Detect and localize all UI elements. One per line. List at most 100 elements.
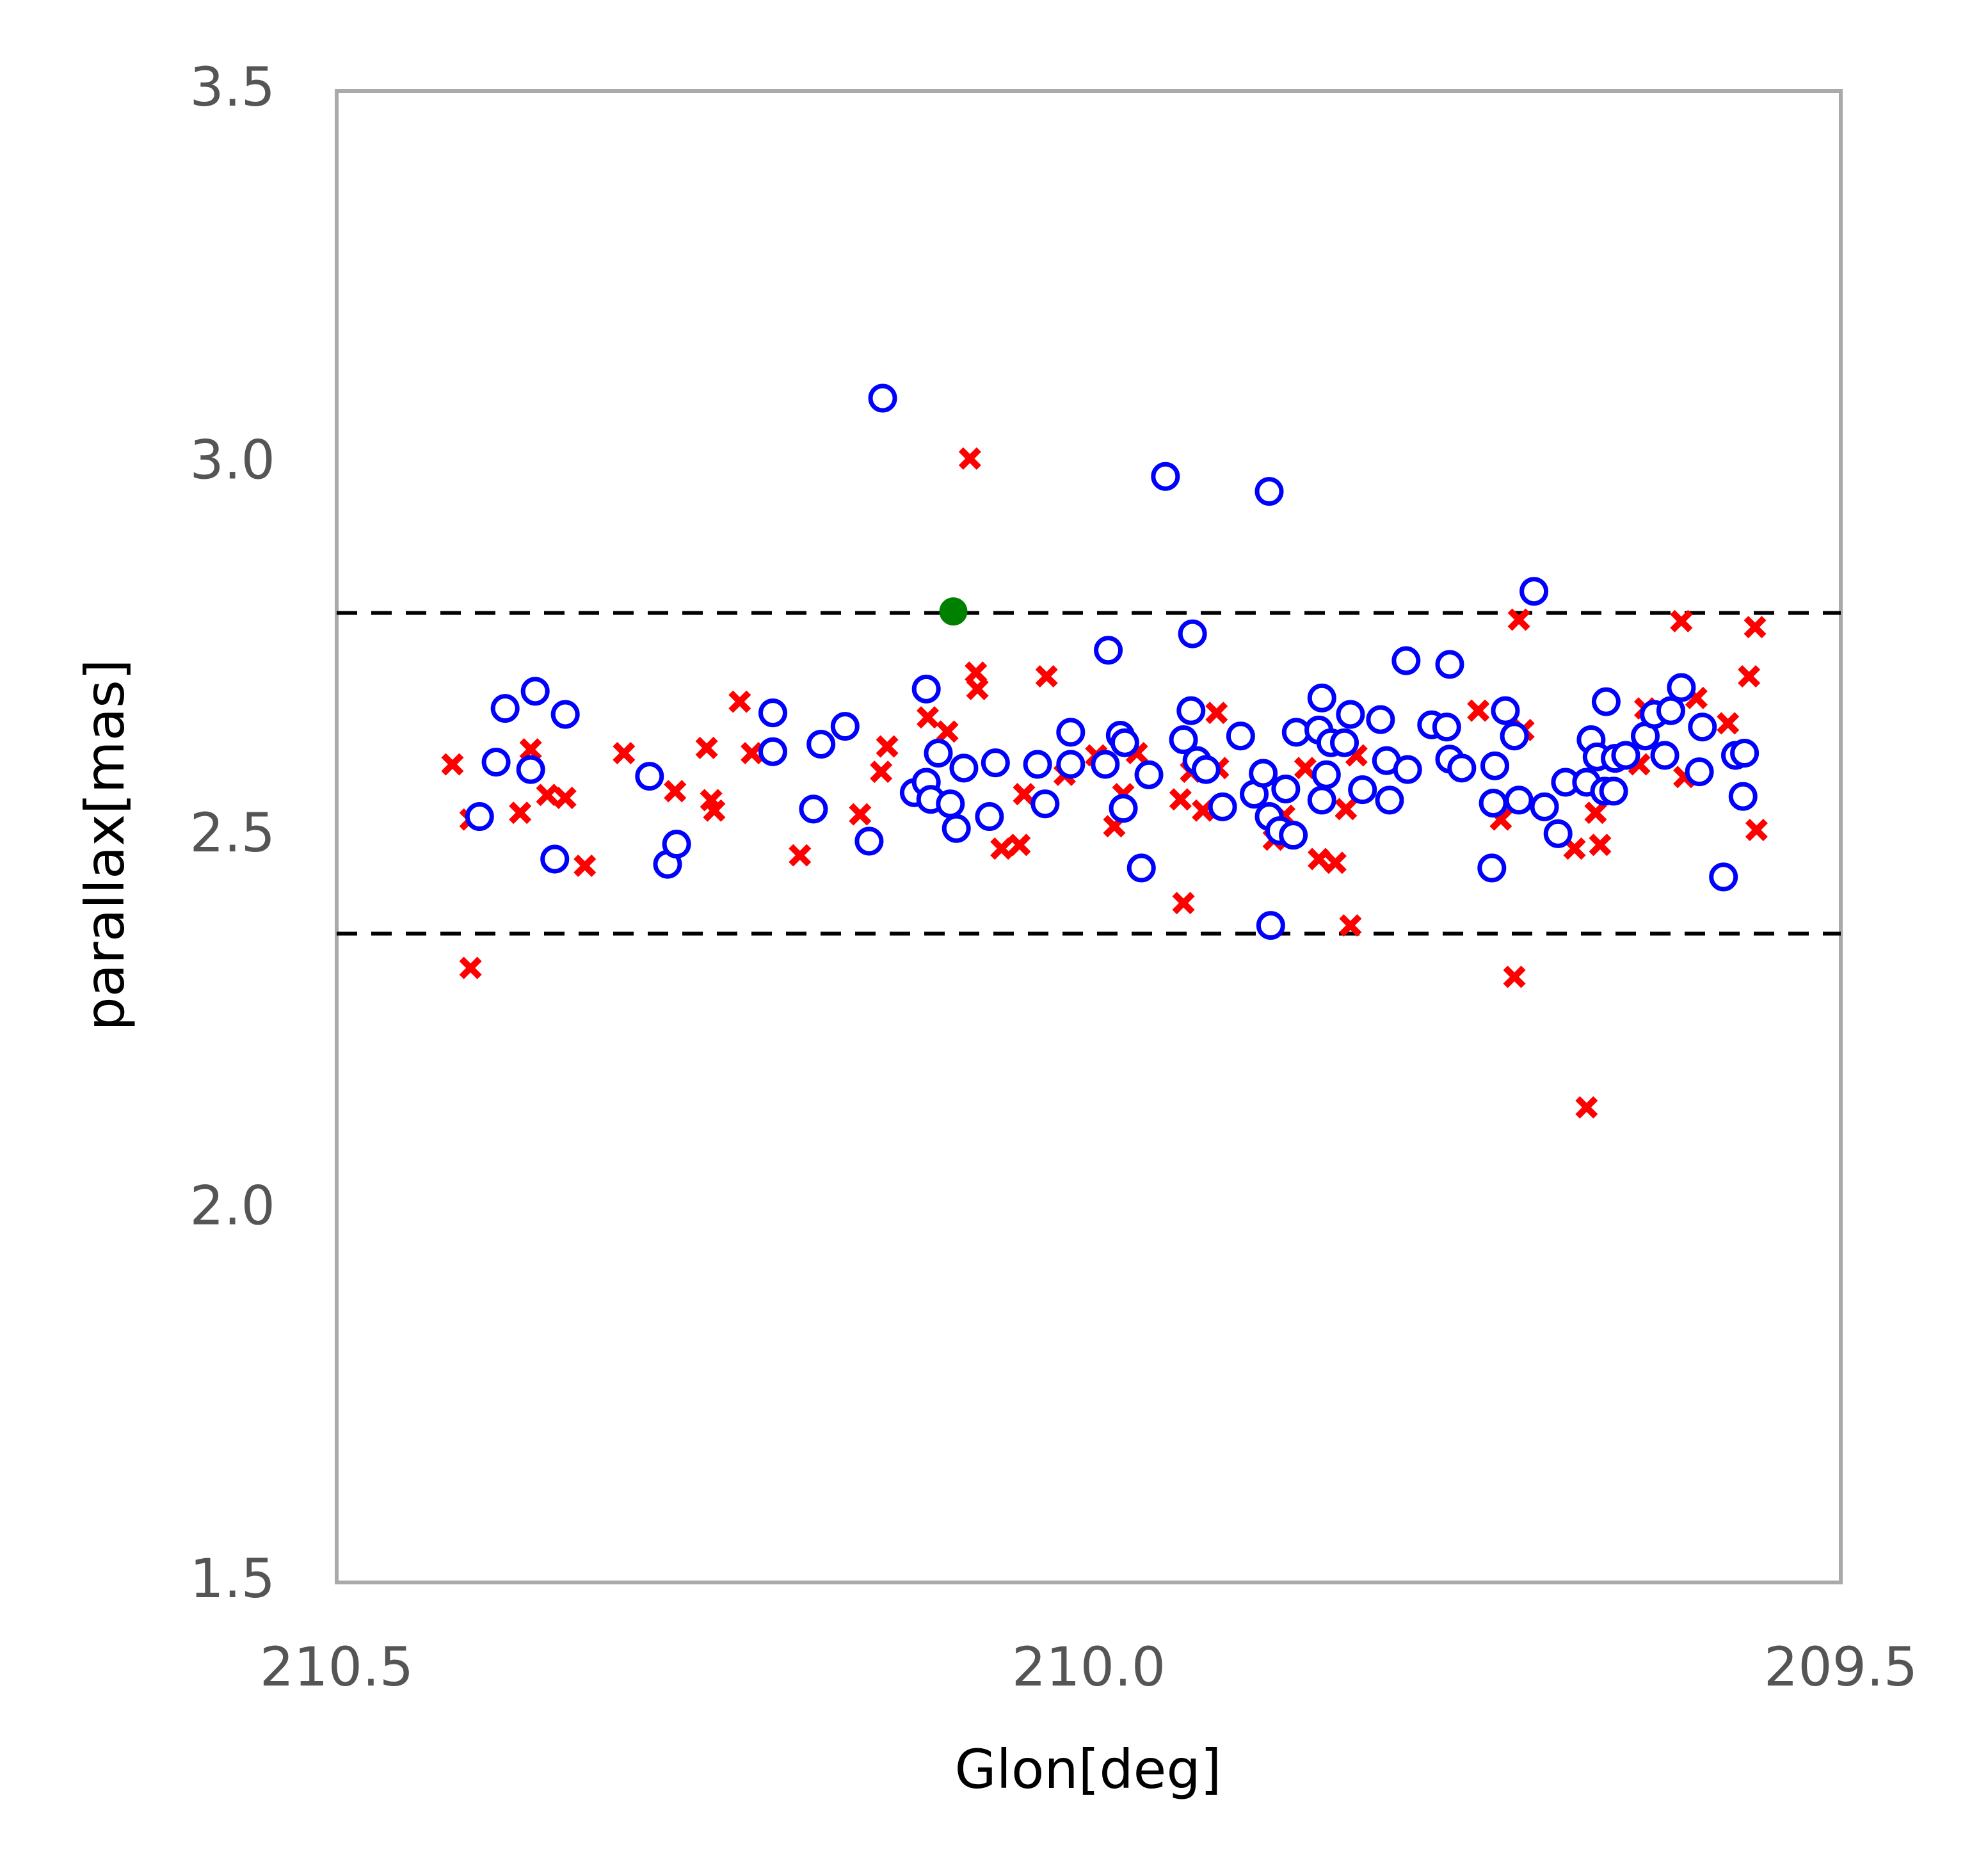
x-marker [1507, 608, 1530, 631]
circle-marker [1530, 792, 1559, 821]
x-marker [1308, 848, 1331, 871]
y-tick-label: 3.0 [189, 428, 275, 491]
x-marker [958, 447, 981, 470]
circle-marker [1030, 789, 1060, 819]
circle-marker [806, 730, 836, 759]
circle-marker [1094, 636, 1123, 665]
x-marker [870, 760, 893, 784]
x-marker [1008, 833, 1031, 857]
circle-marker [1134, 760, 1164, 789]
x-marker [1172, 892, 1195, 915]
circle-marker [924, 739, 953, 768]
circle-marker [949, 753, 979, 783]
x-marker [1339, 914, 1362, 937]
plot-frame [335, 89, 1843, 1584]
x-marker [1467, 699, 1490, 722]
circle-marker [1591, 687, 1621, 716]
circle-marker [1435, 650, 1464, 679]
x-marker [664, 780, 687, 803]
x-marker [1589, 833, 1612, 857]
circle-marker [1599, 777, 1628, 806]
circle-marker [1249, 759, 1278, 788]
x-marker [1035, 664, 1058, 688]
circle-marker [1366, 705, 1395, 734]
circle-marker [520, 677, 550, 706]
circle-marker [1307, 785, 1336, 815]
circle-marker [1375, 785, 1404, 815]
x-marker [876, 735, 899, 758]
circle-marker [1208, 792, 1237, 821]
y-tick-label: 1.5 [189, 1547, 275, 1610]
x-marker [1169, 788, 1192, 811]
circle-marker [1393, 755, 1422, 784]
x-marker [1294, 757, 1317, 780]
x-marker [509, 801, 532, 825]
x-marker [1205, 702, 1228, 725]
x-marker [1335, 798, 1358, 821]
circle-marker [1611, 741, 1640, 770]
circle-marker [1500, 721, 1529, 751]
x-tick-label: 209.5 [1764, 1636, 1918, 1698]
circle-marker [1656, 696, 1685, 725]
circle-marker [1688, 712, 1717, 742]
circle-marker [490, 694, 520, 723]
circle-marker [1504, 785, 1534, 815]
circle-marker [936, 789, 965, 819]
circle-marker [1226, 721, 1255, 751]
x-marker [441, 753, 464, 776]
x-marker [966, 677, 989, 700]
circle-marker [540, 844, 570, 874]
circle-marker [1685, 757, 1714, 787]
y-axis-label: parallax[mas] [74, 659, 136, 1031]
x-marker [1745, 818, 1768, 842]
circle-marker [1491, 696, 1520, 725]
x-marker [849, 803, 872, 826]
circle-marker [1348, 775, 1377, 805]
circle-marker [1279, 821, 1308, 850]
circle-marker [868, 383, 897, 413]
circle-marker [1256, 911, 1285, 940]
x-marker [1744, 616, 1767, 639]
circle-marker [1447, 753, 1477, 783]
x-marker [936, 720, 959, 743]
circle-marker [1110, 728, 1139, 757]
x-marker [1717, 712, 1740, 735]
x-marker [703, 799, 726, 822]
circle-marker [1178, 619, 1207, 648]
y-tick-label: 3.5 [189, 56, 275, 118]
circle-marker [1126, 853, 1156, 883]
x-marker [573, 854, 597, 877]
circle-marker [1667, 673, 1696, 702]
circle-marker [1023, 750, 1052, 779]
x-marker [917, 706, 940, 729]
circle-marker [481, 748, 511, 777]
circle-marker [830, 712, 860, 741]
circle-marker [758, 698, 787, 728]
circle-marker [1169, 725, 1198, 755]
x-marker [728, 690, 751, 713]
x-marker [1738, 664, 1761, 688]
x-marker [1670, 609, 1693, 632]
circle-marker [1151, 462, 1180, 491]
circle-marker [662, 830, 691, 859]
circle-marker [1255, 477, 1284, 506]
circle-marker [911, 674, 941, 704]
circle-marker [981, 748, 1010, 778]
circle-marker [758, 737, 787, 766]
circle-marker [1391, 646, 1421, 675]
x-marker [1584, 801, 1607, 825]
circle-marker [1307, 683, 1336, 712]
circle-marker [1730, 739, 1760, 768]
circle-marker [1109, 794, 1138, 823]
circle-marker [1176, 696, 1206, 725]
circle-marker [1479, 789, 1508, 818]
circle-marker [1432, 712, 1461, 742]
circle-marker [1330, 728, 1359, 757]
circle-marker [1336, 700, 1365, 729]
x-marker [459, 956, 482, 979]
x-axis-label: Glon[deg] [955, 1738, 1222, 1801]
x-marker [789, 844, 812, 867]
circle-marker [1709, 862, 1738, 892]
